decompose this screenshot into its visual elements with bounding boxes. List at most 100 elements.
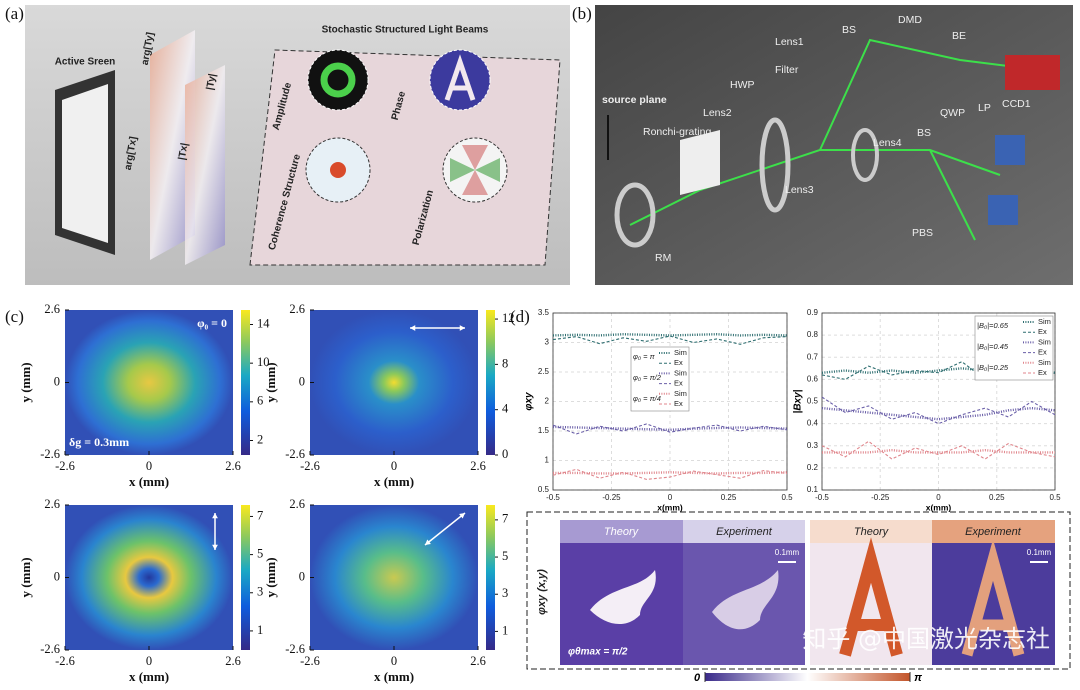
colorbar-label: 6 — [257, 394, 263, 408]
legend-group: φ₀ = π/4 — [633, 394, 661, 403]
component-label: QWP — [940, 107, 965, 119]
camera — [988, 195, 1018, 225]
colorbar — [486, 505, 495, 650]
y-tick-label: 0.2 — [807, 463, 819, 472]
legend-group: |B₀|=0.25 — [977, 363, 1009, 372]
y-axis-label: φxy — [524, 392, 535, 411]
colorbar-label: 14 — [257, 316, 270, 330]
colorbar — [486, 310, 495, 455]
lens-mount — [759, 117, 791, 213]
x-tick-label: 0 — [936, 493, 941, 502]
x-tick-label: -0.5 — [815, 493, 829, 502]
y-tick-label: 2 — [545, 397, 550, 406]
series-line — [822, 448, 1055, 454]
heatmap — [310, 505, 478, 650]
y-tick-label: 0 — [299, 374, 305, 388]
panel-label: (a) — [5, 4, 24, 23]
x-tick-label: 0 — [668, 493, 673, 502]
series-line — [552, 425, 788, 432]
legend-label: Ex — [1038, 327, 1047, 336]
source-label: source plane — [602, 94, 667, 106]
camera — [1005, 55, 1060, 90]
map-header — [560, 520, 683, 543]
screen-label: Active Sreen — [55, 57, 116, 68]
component-label: RM — [655, 252, 671, 264]
legend-box — [630, 346, 690, 412]
map-header-label: Theory — [604, 526, 640, 538]
y-tick-label: 1 — [545, 456, 550, 465]
y-tick-label: 2.6 — [289, 497, 305, 511]
colorbar-label: 8 — [502, 356, 508, 370]
amplitude-ring — [320, 62, 356, 98]
x-tick-label: 2.6 — [470, 654, 486, 668]
colorbar — [241, 505, 250, 650]
y-tick-label: 2.6 — [44, 497, 60, 511]
y-tick-label: 2.6 — [44, 302, 60, 316]
colorbar-label: 10 — [257, 355, 270, 369]
letter-shape — [839, 537, 903, 657]
arrow-head — [212, 544, 218, 550]
camera — [995, 135, 1025, 165]
map-header-label: Theory — [854, 526, 890, 538]
legend-label: Ex — [1038, 348, 1047, 357]
legend-label: Sim — [1038, 317, 1051, 326]
x-tick-label: 0 — [391, 654, 397, 668]
legend-group: |B₀|=0.45 — [977, 342, 1009, 351]
x-tick-label: 0.25 — [721, 493, 737, 502]
colorbar-label: 4 — [502, 402, 509, 416]
plot-frame — [821, 312, 1056, 491]
y-tick-label: 2.5 — [538, 367, 550, 376]
annotation: φ₀ = 0 — [197, 316, 227, 330]
heatmap — [65, 310, 233, 455]
x-tick-label: -0.5 — [546, 493, 560, 502]
legend-label: Ex — [674, 399, 683, 408]
arrow-head — [459, 513, 465, 519]
component-label: Lens2 — [703, 107, 732, 119]
arrow-head — [212, 513, 218, 519]
legend-label: Ex — [674, 379, 683, 388]
y-tick-label: 2.6 — [289, 302, 305, 316]
x-tick-label: 0.5 — [1049, 493, 1061, 502]
watermark: 知乎 @中国激光杂志社 — [802, 625, 1050, 653]
y-tick-label: 0.5 — [538, 485, 550, 494]
y-axis-label: y (mm) — [263, 362, 278, 402]
fish-shape — [712, 570, 779, 630]
y-tick-label: 0.5 — [807, 397, 819, 406]
y-tick-label: -2.6 — [40, 642, 60, 656]
component-label: Filter — [775, 64, 799, 76]
y-tick-label: 0.1 — [807, 485, 819, 494]
sheet — [150, 30, 195, 260]
y-tick-label: 0.9 — [807, 308, 819, 317]
x-tick-label: 0.25 — [989, 493, 1005, 502]
scale-bar-label: 0.1mm — [775, 548, 800, 557]
component-label: BS — [917, 127, 931, 139]
component-label: Lens1 — [775, 36, 804, 48]
series-line — [552, 333, 788, 337]
x-axis-label: x(mm) — [926, 502, 952, 512]
coherence-spot — [330, 162, 346, 178]
x-tick-label: -0.25 — [871, 493, 890, 502]
arrow-head — [425, 539, 431, 545]
polarization-arrow — [424, 512, 466, 546]
x-axis-label: x (mm) — [129, 669, 169, 684]
plot-frame — [552, 312, 788, 491]
y-tick-label: 0 — [299, 569, 305, 583]
annotation: δg = 0.3mm — [69, 435, 129, 449]
legend-label: Sim — [1038, 358, 1051, 367]
component-label: LP — [978, 102, 991, 114]
x-tick-label: -0.25 — [602, 493, 621, 502]
screen-face — [62, 84, 108, 243]
x-axis-label: x (mm) — [374, 669, 414, 684]
colorbar-label: 2 — [257, 432, 263, 446]
x-tick-label: -2.6 — [300, 459, 320, 473]
component-label: Ronchi-grating — [643, 126, 711, 138]
colorbar-label: 3 — [502, 586, 508, 600]
legend-group: φ₀ = π/2 — [633, 373, 662, 382]
sheet-label: |Tx| — [177, 142, 191, 161]
colorbar-label: 0 — [502, 447, 508, 461]
y-tick-label: -2.6 — [285, 447, 305, 461]
y-axis-label: y (mm) — [18, 557, 33, 597]
colorbar-label: 0 — [694, 672, 701, 684]
maps-ylabel: φxy (x,y) — [536, 569, 548, 615]
